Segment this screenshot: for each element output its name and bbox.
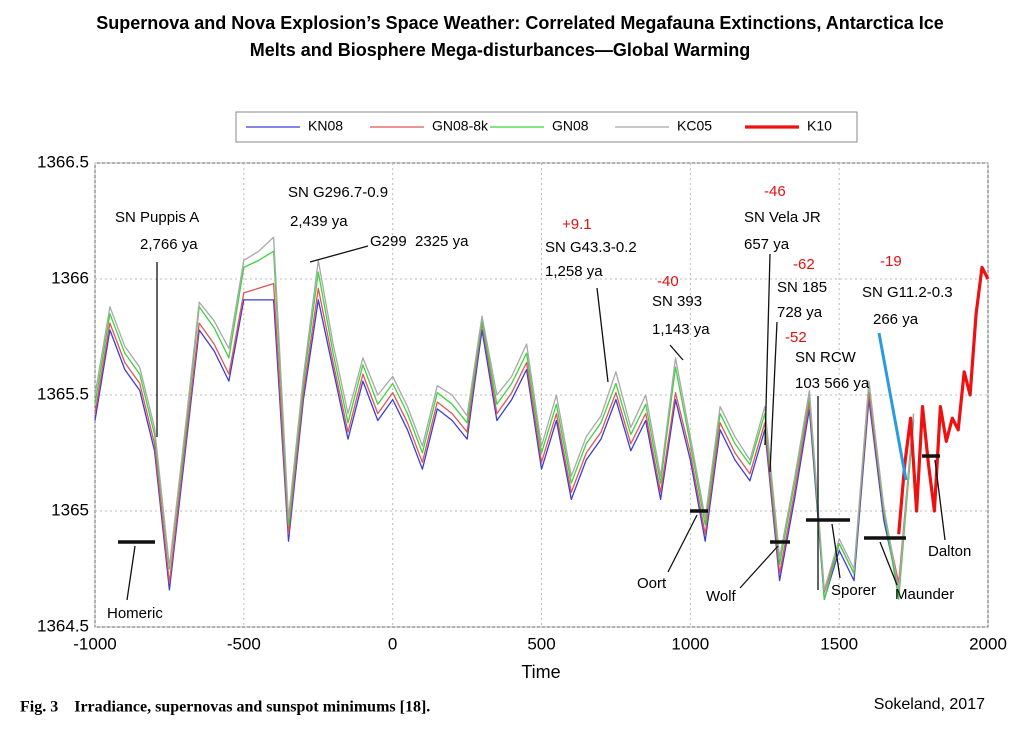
series-line — [897, 265, 990, 535]
annotation: -19 — [880, 253, 902, 270]
y-tick-label: 1366.5 — [37, 152, 89, 171]
legend: KN08 GN08-8k GN08 KC05 K10 — [235, 111, 858, 143]
pointer — [309, 245, 369, 263]
pointer — [934, 459, 946, 541]
legend-label: GN08-8k — [432, 118, 489, 134]
caption: Fig. 3 Irradiance, supernovas and sunspo… — [20, 699, 430, 716]
annotation: -52 — [785, 329, 807, 346]
x-tick-label: 1500 — [820, 634, 858, 653]
pointer — [669, 344, 684, 361]
annotation-pointers — [118, 245, 946, 601]
annotation: 728 ya — [777, 304, 823, 321]
pointer — [769, 321, 778, 473]
y-tick-label: 1364.5 — [37, 616, 89, 635]
annotation: SN 393 — [652, 293, 702, 310]
x-tick-label: 2000 — [969, 634, 1007, 653]
x-tick-label: -1000 — [73, 634, 116, 653]
series-line — [94, 250, 915, 600]
annotation: 1,143 ya — [652, 321, 710, 338]
x-tick-label: -500 — [227, 634, 261, 653]
annotation: -62 — [793, 256, 815, 273]
annotation: G299 2325 ya — [370, 233, 469, 250]
annotation: 103 566 ya — [795, 375, 870, 392]
series-line — [94, 236, 915, 591]
y-tick-label: 1365.5 — [37, 384, 89, 403]
annotation: Homeric — [107, 605, 163, 622]
pointer — [126, 545, 136, 601]
x-axis-label: Time — [521, 662, 560, 682]
x-tick-label: 500 — [527, 634, 555, 653]
legend-label: KN08 — [308, 118, 343, 134]
annotation: SN RCW — [795, 349, 857, 366]
legend-label: GN08 — [552, 118, 589, 134]
annotation: SN G11.2-0.3 — [862, 284, 953, 301]
x-tick-label: 1000 — [671, 634, 709, 653]
annotation: SN Puppis A — [115, 209, 199, 226]
pointer — [739, 545, 779, 589]
annotation: 266 ya — [873, 311, 919, 328]
annotation: Oort — [637, 575, 667, 592]
pointer — [879, 541, 898, 586]
pointer — [831, 523, 841, 579]
annotation: Maunder — [895, 586, 954, 603]
series-line — [94, 299, 915, 600]
annotation: Dalton — [928, 543, 971, 560]
annotation: 2,439 ya — [290, 213, 348, 230]
annotation: +9.1 — [562, 216, 592, 233]
pointer — [877, 332, 908, 481]
pointer — [667, 514, 698, 573]
chart-title: Supernova and Nova Explosion’s Space Wea… — [96, 13, 944, 33]
x-tick-label: 0 — [388, 634, 397, 653]
series-line — [94, 282, 915, 593]
annotation: -40 — [657, 273, 679, 290]
annotation: Sporer — [831, 582, 876, 599]
credit: Sokeland, 2017 — [874, 696, 985, 713]
legend-label: K10 — [807, 118, 832, 134]
y-tick-label: 1365 — [51, 500, 89, 519]
pointer — [764, 253, 771, 446]
legend-label: KC05 — [677, 118, 712, 134]
pointer — [596, 287, 609, 383]
annotation: 2,766 ya — [140, 236, 198, 253]
annotation: SN G296.7-0.9 — [288, 184, 388, 201]
annotation: SN Vela JR — [744, 209, 821, 226]
annotation: -46 — [764, 183, 786, 200]
chart-subtitle: Melts and Biosphere Mega-disturbances—Gl… — [250, 40, 750, 60]
annotation: 1,258 ya — [545, 263, 603, 280]
annotation: Wolf — [706, 588, 737, 605]
annotation: SN G43.3-0.2 — [545, 239, 637, 256]
annotation: SN 185 — [777, 279, 827, 296]
annotation: 657 ya — [744, 236, 790, 253]
y-tick-label: 1366 — [51, 268, 89, 287]
